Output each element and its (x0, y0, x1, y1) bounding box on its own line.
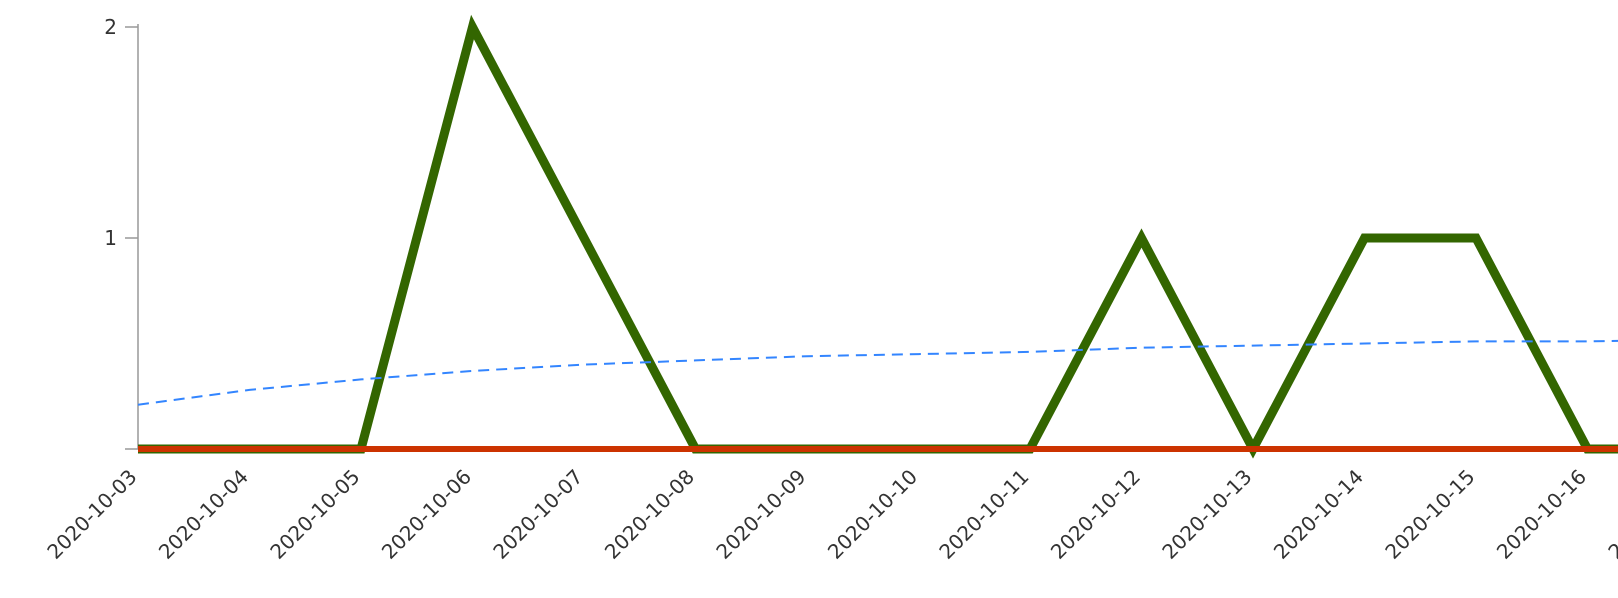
y-tick-label: 1 (104, 226, 117, 250)
x-tick-label: 2020-10-05 (265, 465, 364, 564)
x-tick-labels: 2020-10-03 2020-10-04 2020-10-05 2020-10-06… (42, 465, 1618, 564)
series-lines (137, 14, 1618, 459)
x-tick-label: 2020-10-12 (1046, 465, 1145, 564)
x-tick-label: 2020-10-16 (1492, 465, 1591, 564)
series-line-green (138, 14, 1618, 459)
x-tick-label: 2020-10-17 (1603, 465, 1618, 564)
x-tick-label: 2020-10-04 (154, 465, 253, 564)
y-tick-label: 2 (104, 15, 117, 39)
series-line-blue-dashed (137, 339, 1618, 406)
x-tick-label: 2020-10-06 (377, 465, 476, 564)
x-tick-label: 2020-10-11 (934, 465, 1033, 564)
x-tick-label: 2020-10-14 (1269, 465, 1368, 564)
x-tick-label: 2020-10-07 (488, 465, 587, 564)
x-tick-label: 2020-10-15 (1380, 465, 1479, 564)
axes (125, 24, 139, 450)
x-tick-label: 2020-10-10 (823, 465, 922, 564)
y-tick-labels: 21 (104, 15, 117, 250)
x-tick-label: 2020-10-09 (711, 465, 810, 564)
x-tick-label: 2020-10-13 (1157, 465, 1256, 564)
x-tick-label: 2020-10-08 (600, 465, 699, 564)
x-tick-label: 2020-10-03 (42, 465, 141, 564)
